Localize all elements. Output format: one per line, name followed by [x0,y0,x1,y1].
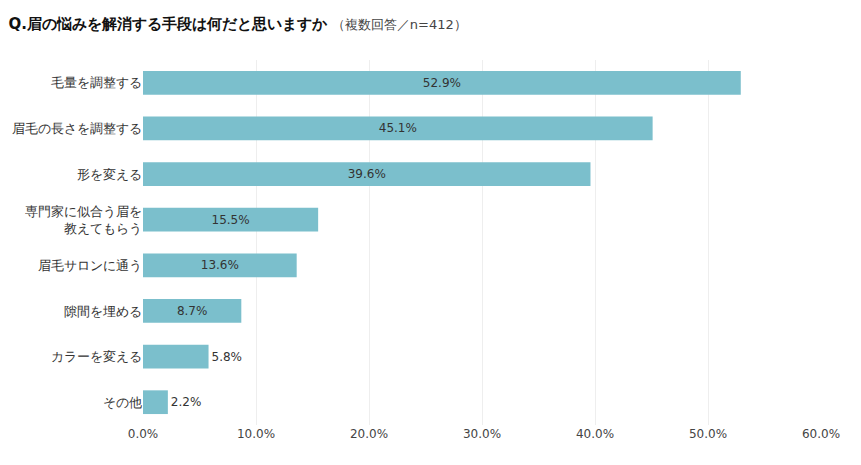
svg-text:Q.眉の悩みを解消する手段は何だと思いますか （複数回答／n: Q.眉の悩みを解消する手段は何だと思いますか （複数回答／n=412） [9,15,467,33]
svg-text:5.8%: 5.8% [212,350,243,364]
svg-text:隙間を埋める: 隙間を埋める [64,303,142,318]
svg-text:その他: その他 [103,395,142,410]
svg-text:13.6%: 13.6% [201,258,239,272]
svg-text:形を変える: 形を変える [77,167,142,182]
svg-text:30.0%: 30.0% [463,427,501,441]
svg-text:毛量を調整する: 毛量を調整する [51,75,142,90]
svg-text:45.1%: 45.1% [379,121,417,135]
svg-text:52.9%: 52.9% [423,76,461,90]
svg-text:15.5%: 15.5% [212,213,250,227]
svg-text:眉毛サロンに通う: 眉毛サロンに通う [38,258,142,273]
svg-text:0.0%: 0.0% [128,427,159,441]
svg-text:2.2%: 2.2% [171,395,202,409]
svg-text:40.0%: 40.0% [576,427,614,441]
svg-text:専門家に似合う眉を教えてもらう: 専門家に似合う眉を教えてもらう [25,204,142,236]
svg-text:50.0%: 50.0% [689,427,727,441]
svg-text:8.7%: 8.7% [177,304,208,318]
svg-text:カラーを変える: カラーを変える [51,349,142,364]
svg-text:60.0%: 60.0% [802,427,840,441]
svg-text:20.0%: 20.0% [350,427,388,441]
svg-text:眉毛の長さを調整する: 眉毛の長さを調整する [12,121,142,136]
svg-text:10.0%: 10.0% [237,427,275,441]
svg-text:39.6%: 39.6% [348,167,386,181]
